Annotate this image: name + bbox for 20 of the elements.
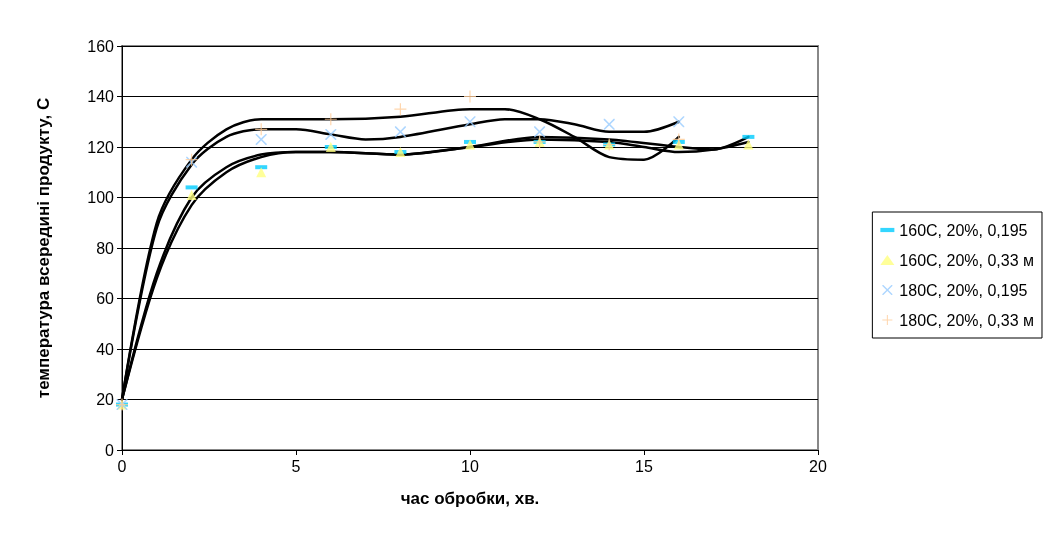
y-tick-label: 40 [96, 340, 115, 358]
legend-label: 180C, 20%, 0,195 [899, 281, 1028, 299]
x-tick-label: 15 [635, 457, 653, 475]
y-tick-label: 140 [87, 88, 115, 105]
y-tick-label: 100 [87, 189, 115, 206]
y-axis-title: температура всередині продукту, С [34, 97, 53, 399]
legend-label: 160C, 20%, 0,33 м [899, 251, 1034, 269]
x-tick-label: 10 [461, 457, 479, 475]
y-tick-label: 120 [87, 138, 115, 156]
y-tick-label: 20 [96, 391, 115, 408]
legend-label: 180C, 20%, 0,33 м [899, 311, 1034, 329]
y-tick-label: 160 [87, 37, 115, 55]
y-tick-label: 0 [105, 441, 115, 459]
x-tick-label: 5 [291, 457, 301, 475]
x-tick-label: 20 [809, 457, 827, 475]
y-tick-label: 60 [96, 290, 115, 307]
x-tick-label: 0 [117, 457, 127, 475]
y-tick-label: 80 [96, 239, 115, 257]
legend-label: 160C, 20%, 0,195 [899, 221, 1028, 239]
x-axis-title: час обробки, хв. [400, 489, 540, 508]
